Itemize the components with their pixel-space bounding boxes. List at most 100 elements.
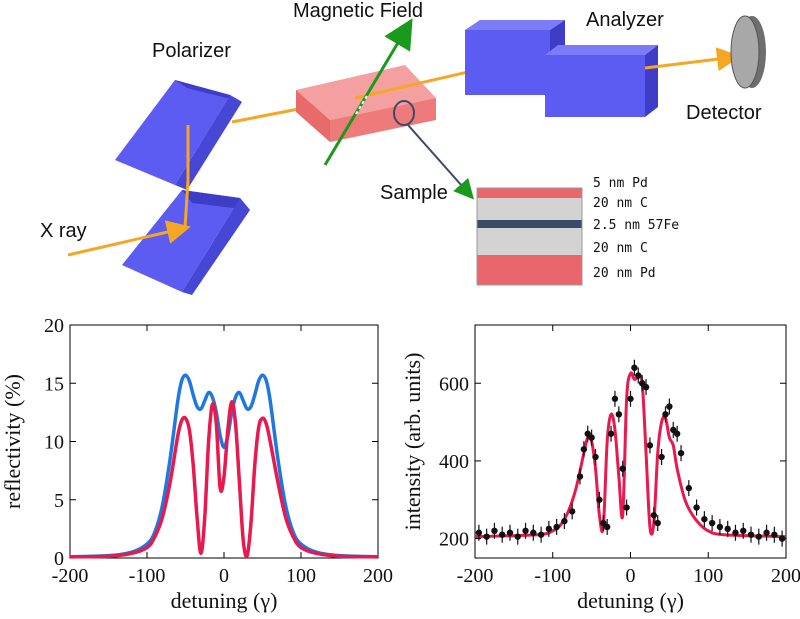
data-point [506,529,514,536]
data-point [771,531,778,538]
x-tick-label: -200 [457,565,494,587]
data-point [708,519,716,527]
x-axis-label: detuning (γ) [171,588,278,613]
data-point [568,508,576,515]
xray-beam-in [67,220,191,257]
x-tick-label: 0 [219,565,229,587]
data-point [561,517,568,525]
data-point [778,535,786,542]
data-point [740,527,747,535]
data-point [638,380,646,387]
y-tick-label: 200 [439,529,469,551]
magnetic-field-arrow [323,18,413,166]
data-point [580,446,588,453]
setup-diagram [67,15,766,295]
plot-frame [474,324,787,559]
data-point [483,533,490,540]
polarizer-crystal-upper [115,80,242,190]
detector-icon [730,15,766,89]
y-tick-label: 10 [44,432,64,454]
data-point [716,523,724,531]
data-point [755,533,762,540]
data-point [646,442,654,449]
data-point [631,364,638,371]
data-point [650,512,658,519]
xray-label: X ray [40,220,87,242]
y-tick-label: 15 [44,373,64,395]
data-point [499,531,506,538]
data-point [584,430,591,437]
y-tick-label: 400 [439,451,469,473]
data-point [514,533,521,540]
magnetic-field-label: Magnetic Field [293,0,424,22]
detector-label: Detector [686,102,762,124]
x-tick-label: -100 [534,565,571,587]
data-point [658,453,665,461]
sample-layer-outline [476,187,583,286]
data-point [673,430,681,437]
x-tick-label: 200 [363,565,393,587]
data-point [545,525,553,533]
sample-block [296,65,436,142]
x-tick-label: 0 [626,565,636,587]
plot-frame [69,324,379,559]
data-point [596,496,603,503]
x-tick-label: -100 [129,565,166,587]
sample-layer-1 [477,198,582,220]
layer-label-0: 5 nm Pd [593,176,648,191]
data-point [747,531,755,538]
data-point [588,434,595,441]
data-point [642,383,650,391]
analyzer-label: Analyzer [586,9,664,31]
x-tick-label: 100 [286,565,316,587]
y-axis-label: reflectivity (%) [0,374,25,509]
data-point [611,395,619,402]
layer-label-4: 20 nm Pd [593,266,656,281]
xray-beam-to-detector [644,47,741,72]
sample-zoom-circle [393,100,415,126]
data-point [619,465,626,472]
y-tick-label: 5 [54,490,64,512]
data-point [635,372,642,379]
data-point [553,523,560,531]
polarizer-label: Polarizer [152,40,231,62]
data-point [701,515,708,523]
data-point [627,395,634,402]
layer-label-3: 20 nm C [593,241,648,256]
layer-label-1: 20 nm C [593,196,648,211]
data-point [670,426,677,434]
analyzer-crystal-front [545,45,658,117]
data-point [693,504,700,511]
y-axis-label: intensity (arb. units) [400,353,425,531]
layer-label-2: 2.5 nm 57Fe [593,218,680,233]
data-point [763,529,770,536]
data-point [600,519,607,527]
data-point [491,527,498,535]
sample-label: Sample [380,182,448,204]
data-point [537,531,545,538]
sample-zoom-pointer [407,124,474,200]
sample-layer-0 [477,188,582,198]
y-tick-label: 600 [439,373,469,395]
x-tick-label: -200 [52,565,89,587]
x-tick-label: 100 [693,565,723,587]
x-axis-label: detuning (γ) [577,588,684,613]
series-line-red [69,400,379,559]
data-point [603,523,611,531]
y-tick-label: 0 [54,548,64,570]
x-tick-label: 200 [771,565,800,587]
sample-layer-3 [477,228,582,255]
reflectivity-chart: -200 -100 0 100 200 0 5 10 15 20 detuning (γ) refle… [0,315,393,613]
sample-layer-stack [476,187,583,286]
xray-beam-between [183,179,190,229]
intensity-chart: -200 -100 0 100 200 200 400 600 detuning (γ) inte… [400,324,800,613]
data-point [724,525,731,533]
data-point [530,529,537,536]
data-point [576,473,584,480]
data-point [522,527,529,535]
data-point [662,411,669,418]
data-point [677,449,685,457]
data-point [666,403,673,410]
sample-layer-2 [477,220,582,228]
